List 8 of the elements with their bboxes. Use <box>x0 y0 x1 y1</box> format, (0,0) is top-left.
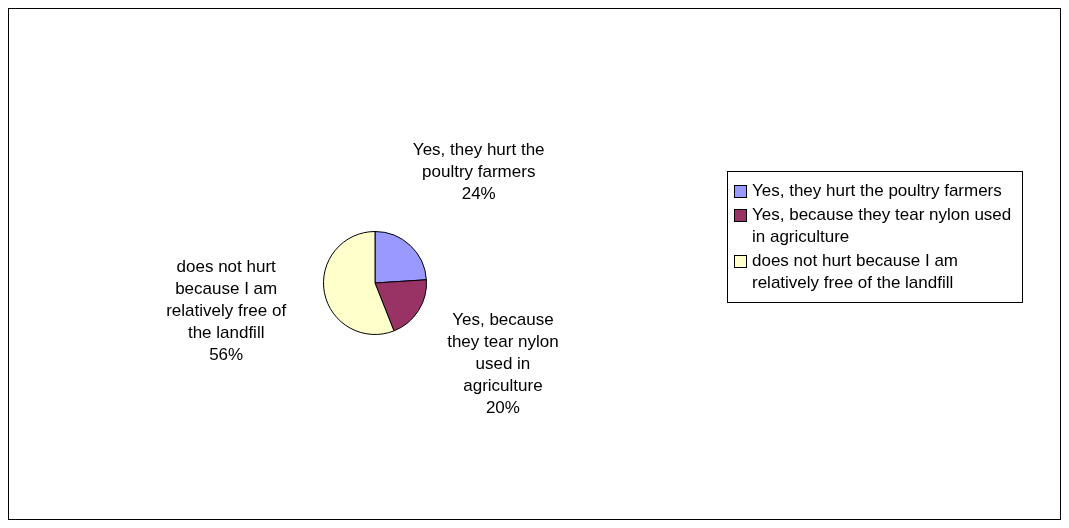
data-label: 56% <box>209 345 244 365</box>
slice-label: Yes, they hurt the poultry farmers <box>412 140 545 182</box>
legend-label: Yes, they hurt the poultry farmers <box>752 180 1002 202</box>
legend-label: does not hurt because I am relatively free of the landfill <box>752 250 960 294</box>
data-label: 20% <box>485 397 520 417</box>
data-label: 24% <box>461 184 496 204</box>
slice-label: does not hurt because I am relatively free of the landfill <box>166 257 287 343</box>
slice-label: Yes, because they tear nylon used in agriculture <box>447 309 559 395</box>
